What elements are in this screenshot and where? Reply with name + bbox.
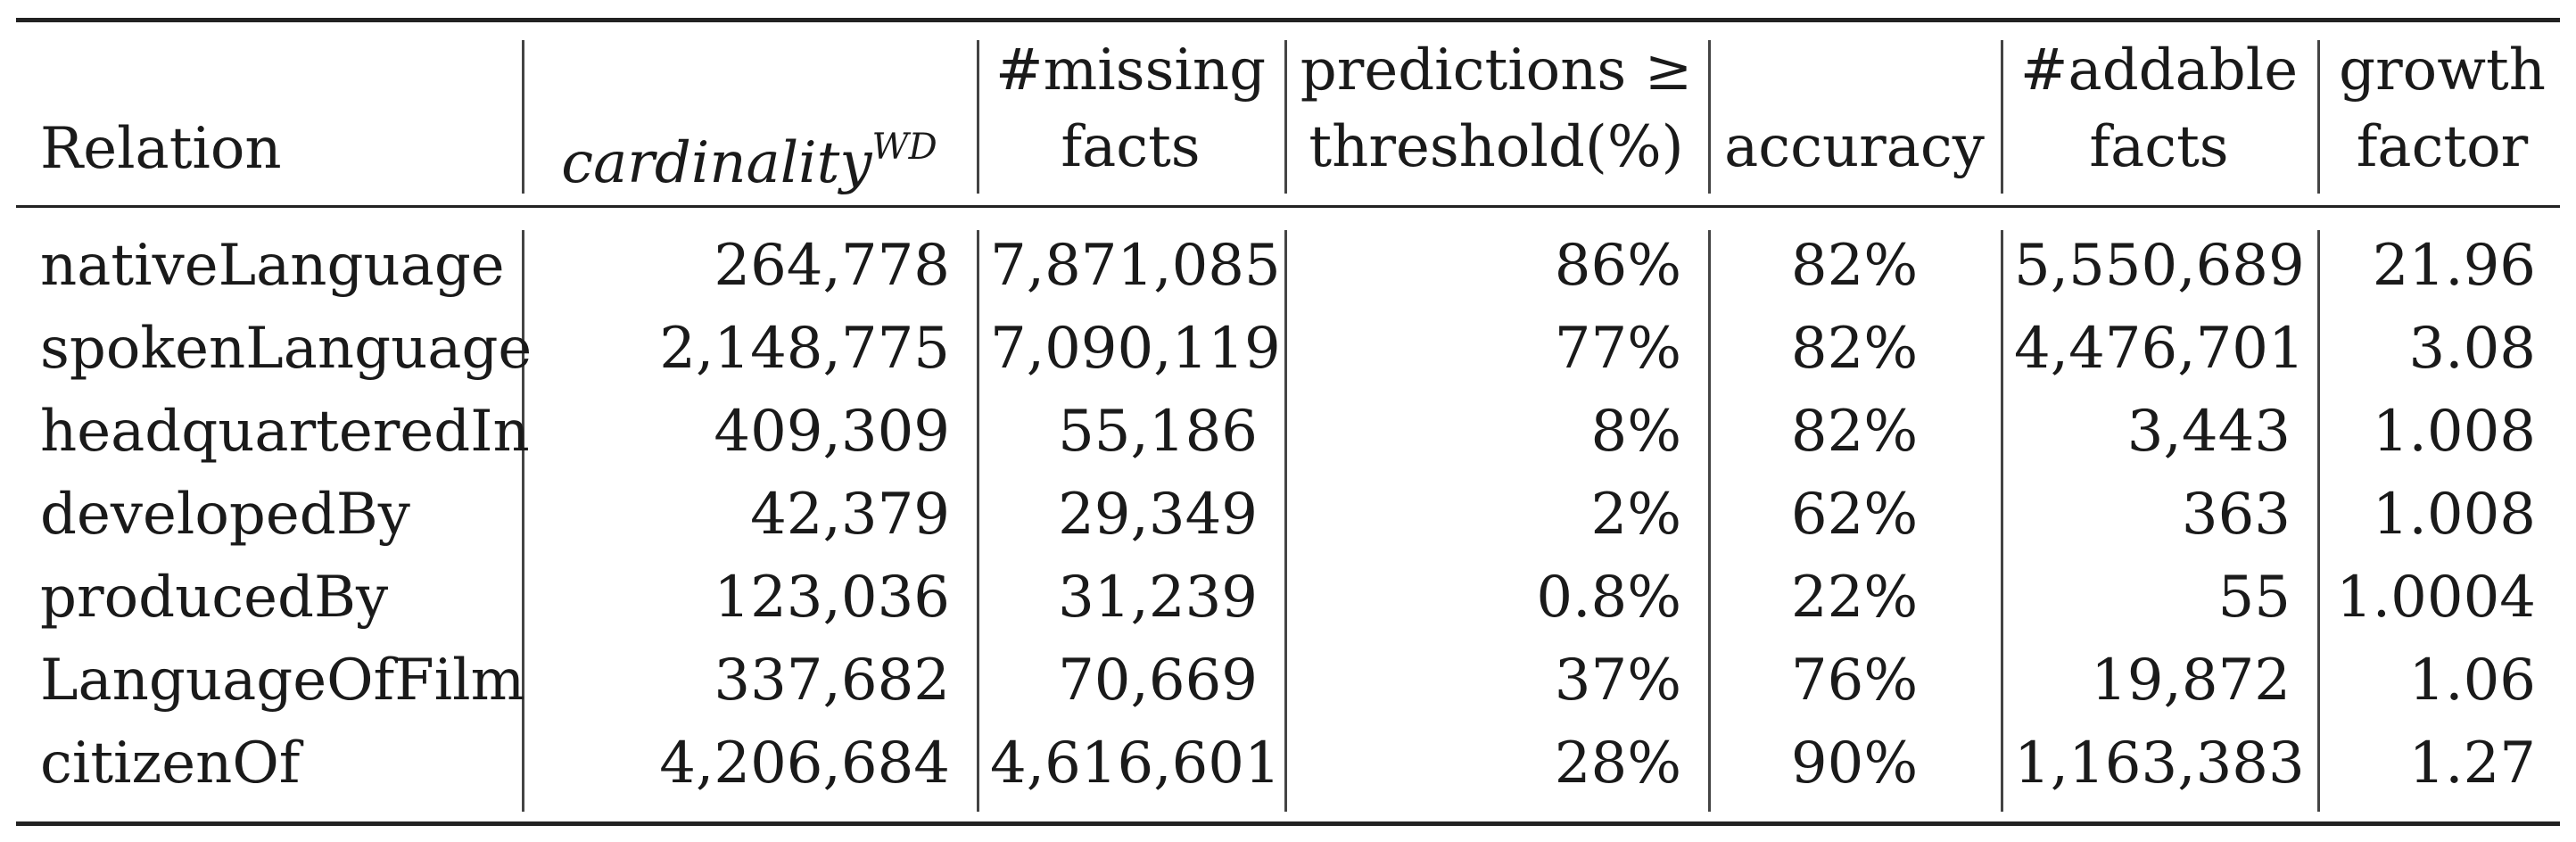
cell-relation: nativeLanguage	[40, 233, 505, 299]
header-predictions-line2: threshold(%)	[1309, 114, 1684, 180]
cell-addable: 1,163,383	[2014, 731, 2305, 797]
cell-addable: 19,872	[2091, 648, 2291, 714]
cell-addable: 55	[2217, 565, 2291, 631]
cell-accuracy: 62%	[1790, 482, 1919, 548]
cell-accuracy: 82%	[1790, 399, 1919, 465]
cell-growth: 1.008	[2372, 399, 2536, 465]
header-growth-line1: growth	[2339, 37, 2546, 103]
col-separator	[1284, 40, 1287, 194]
cell-predictions: 77%	[1554, 316, 1681, 382]
cell-growth: 1.0004	[2336, 565, 2536, 631]
cell-missing: 4,616,601	[990, 731, 1281, 797]
cell-cardinality: 4,206,684	[659, 731, 950, 797]
cell-growth: 3.08	[2408, 316, 2537, 382]
cell-accuracy: 90%	[1790, 731, 1919, 797]
cell-accuracy: 76%	[1790, 648, 1919, 714]
cell-addable: 5,550,689	[2014, 233, 2305, 299]
cell-relation: citizenOf	[40, 731, 301, 797]
col-separator	[522, 40, 524, 194]
cell-relation: LanguageOfFilm	[40, 648, 525, 714]
cell-missing: 29,349	[1058, 482, 1258, 548]
cell-growth: 1.27	[2408, 731, 2537, 797]
cell-addable: 363	[2181, 482, 2291, 548]
cell-growth: 21.96	[2372, 233, 2536, 299]
table-bottom-rule	[16, 821, 2560, 826]
header-relation: Relation	[40, 116, 282, 182]
cell-growth: 1.06	[2408, 648, 2537, 714]
col-separator	[2317, 230, 2320, 812]
col-separator	[522, 230, 524, 812]
cell-relation: developedBy	[40, 482, 410, 548]
cell-cardinality: 264,778	[714, 233, 950, 299]
cell-predictions: 86%	[1554, 233, 1681, 299]
cell-missing: 7,090,119	[990, 316, 1281, 382]
cell-cardinality: 42,379	[750, 482, 950, 548]
cell-predictions: 37%	[1554, 648, 1681, 714]
table-top-rule	[16, 18, 2560, 22]
col-separator	[1284, 230, 1287, 812]
header-missing-line1: #missing	[995, 37, 1267, 103]
header-accuracy: accuracy	[1724, 114, 1985, 180]
col-separator	[977, 40, 979, 194]
cell-predictions: 0.8%	[1536, 565, 1681, 631]
header-cardinality: cardinalityWD	[561, 127, 937, 196]
cell-predictions: 8%	[1590, 399, 1681, 465]
col-separator	[2317, 40, 2320, 194]
cell-cardinality: 2,148,775	[659, 316, 950, 382]
cell-addable: 4,476,701	[2014, 316, 2305, 382]
cell-cardinality: 409,309	[714, 399, 950, 465]
cell-cardinality: 123,036	[714, 565, 950, 631]
cell-accuracy: 22%	[1790, 565, 1919, 631]
cell-growth: 1.008	[2372, 482, 2536, 548]
col-separator	[1708, 40, 1711, 194]
col-separator	[1708, 230, 1711, 812]
header-missing-line2: facts	[1061, 114, 1201, 180]
cell-relation: spokenLanguage	[40, 316, 533, 382]
cell-accuracy: 82%	[1790, 316, 1919, 382]
cell-addable: 3,443	[2126, 399, 2291, 465]
header-addable-line2: facts	[2089, 114, 2229, 180]
col-separator	[2001, 40, 2003, 194]
cell-missing: 70,669	[1058, 648, 1258, 714]
header-growth-line2: factor	[2356, 114, 2529, 180]
cell-missing: 31,239	[1058, 565, 1258, 631]
table-header-rule	[16, 205, 2560, 208]
cell-accuracy: 82%	[1790, 233, 1919, 299]
cell-relation: producedBy	[40, 565, 389, 631]
header-predictions-line1: predictions ≥	[1300, 37, 1693, 103]
header-addable-line1: #addable	[2019, 37, 2299, 103]
cell-predictions: 2%	[1590, 482, 1681, 548]
col-separator	[977, 230, 979, 812]
cell-cardinality: 337,682	[714, 648, 950, 714]
cell-missing: 7,871,085	[990, 233, 1281, 299]
col-separator	[2001, 230, 2003, 812]
cell-missing: 55,186	[1058, 399, 1258, 465]
cell-relation: headquarteredIn	[40, 399, 530, 465]
cell-predictions: 28%	[1554, 731, 1681, 797]
